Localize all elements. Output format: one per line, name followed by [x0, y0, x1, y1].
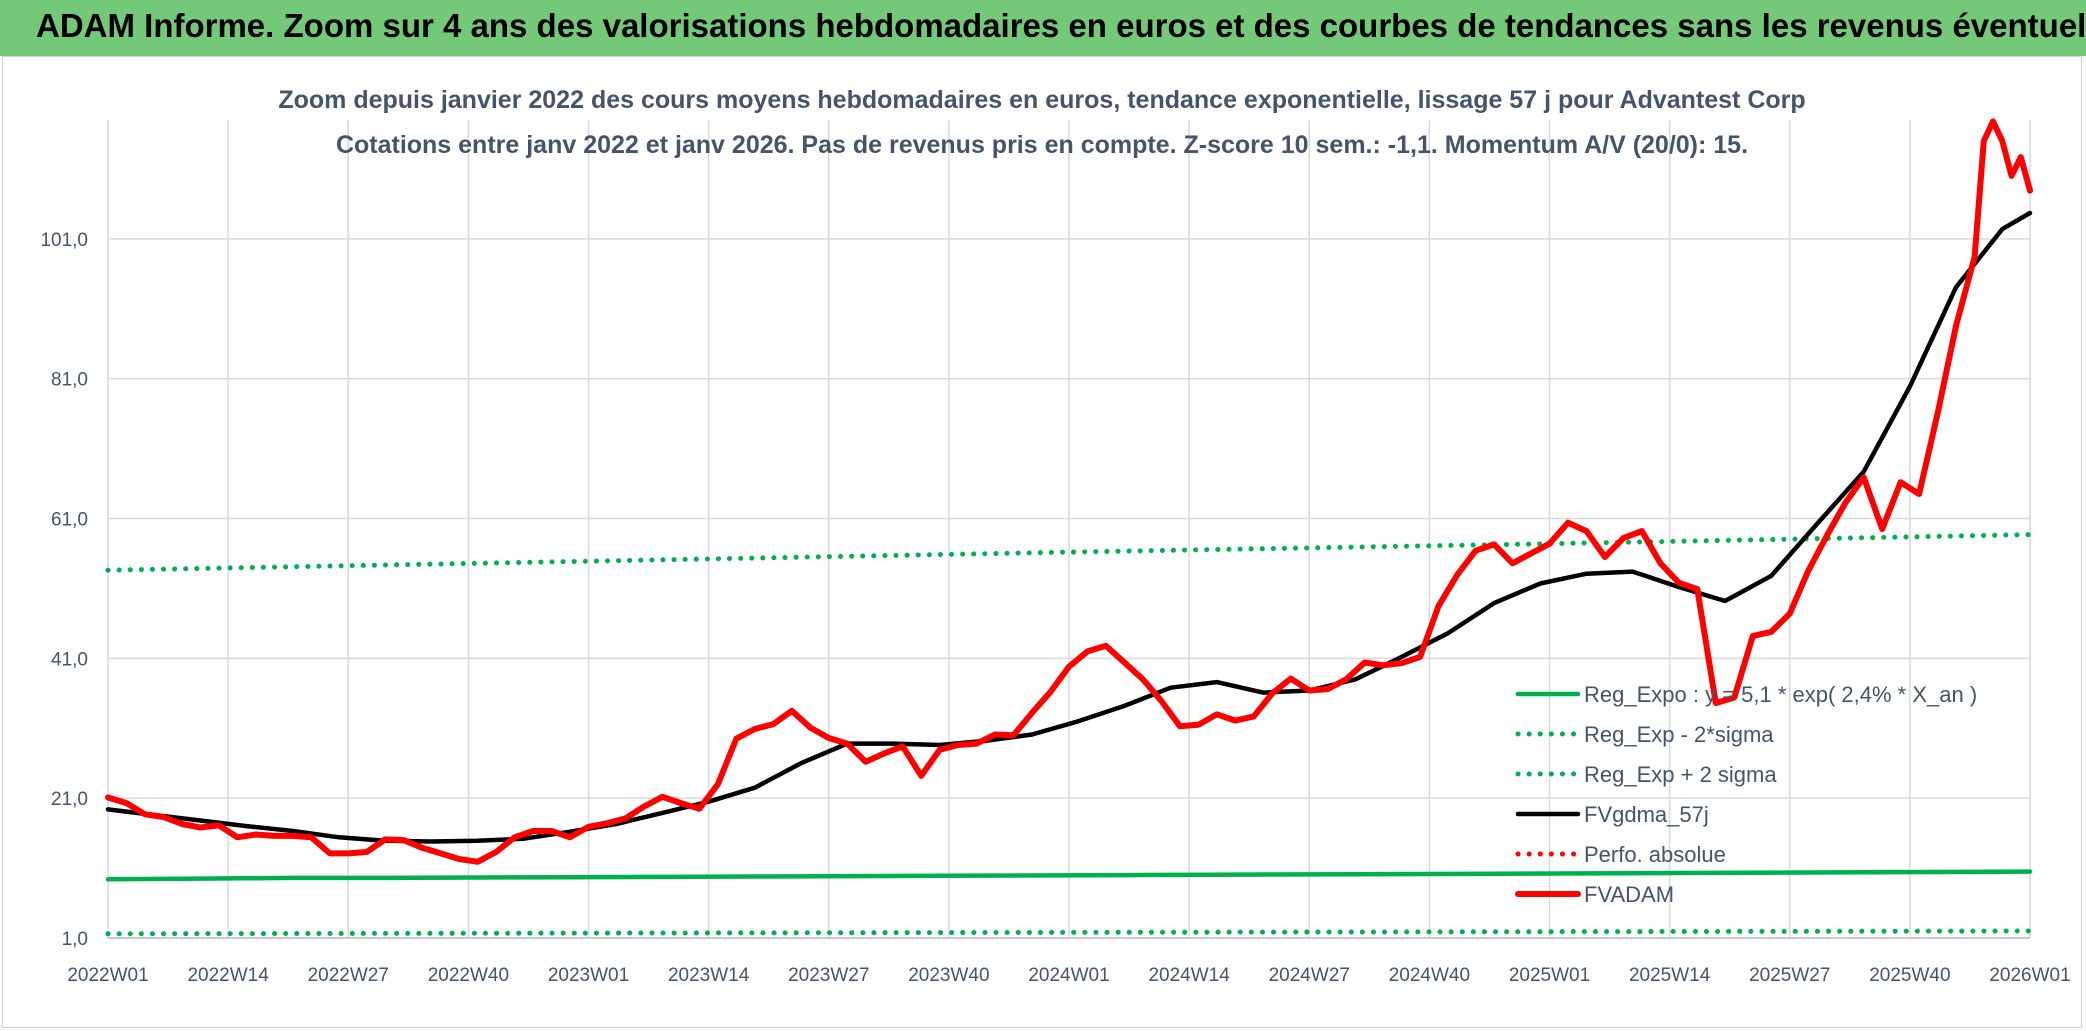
- x-tick-label: 2024W14: [1148, 965, 1230, 986]
- legend-label-1: Reg_Exp - 2*sigma: [1584, 722, 1774, 747]
- legend: Reg_Expo : y = 5,1 * exp( 2,4% * X_an ) R…: [1515, 682, 1977, 907]
- x-tick-label: 2024W01: [1028, 965, 1109, 986]
- report-title: ADAM Informe. Zoom sur 4 ans des valoris…: [36, 7, 2086, 44]
- x-tick-label: 2023W27: [788, 965, 869, 986]
- x-tick-label: 2025W01: [1509, 965, 1590, 986]
- report-banner: ADAM Informe. Zoom sur 4 ans des valoris…: [0, 0, 2086, 56]
- x-tick-label: 2024W27: [1269, 965, 1350, 986]
- y-axis: 1,0 21,0 41,0 61,0 81,0 101,0: [40, 230, 88, 950]
- legend-label-2: Reg_Exp + 2 sigma: [1584, 762, 1777, 787]
- y-tick-label: 41,0: [51, 649, 88, 670]
- x-axis: 2022W01 2022W14 2022W27 2022W40 2023W01 2023W…: [67, 937, 2071, 986]
- legend-label-0: Reg_Expo : y = 5,1 * exp( 2,4% * X_an ): [1584, 682, 1977, 707]
- series-line-0: [105, 869, 2033, 882]
- series-lines: [105, 118, 2033, 937]
- x-tick-label: 2025W40: [1869, 965, 1950, 986]
- x-tick-label: 2022W27: [308, 965, 389, 986]
- chart-title: Zoom depuis janvier 2022 des cours moyen…: [278, 86, 1805, 114]
- series-line-2: [105, 532, 2033, 573]
- x-tick-label: 2025W14: [1629, 965, 1711, 986]
- y-tick-label: 1,0: [62, 929, 88, 950]
- series-line-1: [105, 928, 2033, 937]
- series-line-5: [105, 118, 2033, 865]
- series-line-3: [105, 210, 2033, 844]
- x-tick-label: 2023W40: [908, 965, 989, 986]
- y-tick-label: 101,0: [40, 230, 88, 251]
- x-tick-label: 2022W01: [67, 965, 148, 986]
- grid-lines: [107, 120, 2031, 939]
- x-tick-label: 2025W27: [1749, 965, 1830, 986]
- chart-frame: [2, 56, 2082, 1028]
- y-tick-label: 81,0: [51, 370, 88, 391]
- y-tick-label: 21,0: [51, 789, 88, 810]
- x-tick-label: 2024W40: [1389, 965, 1470, 986]
- x-tick-label: 2022W14: [187, 965, 269, 986]
- x-tick-label: 2023W14: [668, 965, 750, 986]
- y-tick-label: 61,0: [51, 510, 88, 531]
- legend-label-4: Perfo. absolue: [1584, 842, 1726, 867]
- x-tick-label: 2022W40: [428, 965, 509, 986]
- x-tick-label: 2026W01: [1989, 965, 2070, 986]
- legend-label-5: FVADAM: [1584, 882, 1674, 907]
- x-tick-label: 2023W01: [548, 965, 629, 986]
- legend-label-3: FVgdma_57j: [1584, 802, 1709, 827]
- chart-subtitle: Cotations entre janv 2022 et janv 2026. …: [336, 131, 1748, 159]
